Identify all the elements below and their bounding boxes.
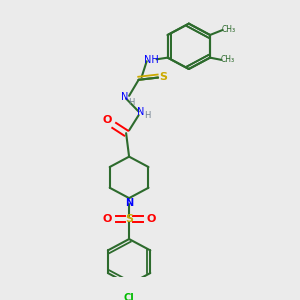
Text: H: H — [144, 111, 151, 120]
Text: Cl: Cl — [124, 293, 134, 300]
Text: N: N — [121, 92, 129, 102]
Text: CH₃: CH₃ — [221, 56, 235, 64]
Text: NH: NH — [144, 55, 159, 65]
Text: O: O — [103, 116, 112, 125]
Text: N: N — [137, 107, 144, 117]
Text: H: H — [128, 98, 134, 107]
Text: S: S — [159, 72, 167, 82]
Text: O: O — [102, 214, 112, 224]
Text: CH₃: CH₃ — [222, 25, 236, 34]
Text: N: N — [125, 198, 133, 208]
Text: O: O — [146, 214, 156, 224]
Text: S: S — [125, 214, 133, 224]
